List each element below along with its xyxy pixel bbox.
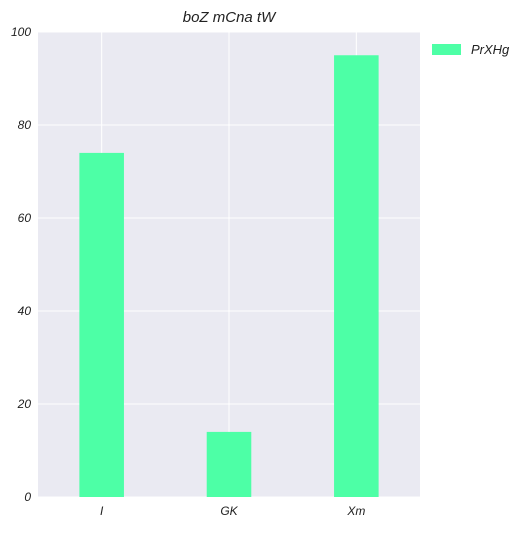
x-tick-label: Xm (346, 504, 365, 518)
bars (79, 55, 379, 497)
bar-GK (206, 431, 252, 497)
x-tick-label: GK (220, 504, 238, 518)
legend-label: PrXHg (471, 42, 510, 57)
legend: PrXHg (432, 42, 510, 57)
y-tick-label: 100 (11, 25, 31, 39)
x-axis-tick-labels: I GK Xm (100, 504, 365, 518)
y-tick-label: 60 (18, 211, 32, 225)
x-tick-label: I (100, 504, 104, 518)
bar-Xm (334, 55, 379, 497)
y-tick-label: 20 (17, 397, 32, 411)
y-tick-label: 80 (18, 118, 32, 132)
y-axis-tick-labels: 0 20 40 60 80 100 (11, 25, 31, 504)
chart-title: boZ mCna tW (183, 9, 277, 26)
bar-I (79, 152, 124, 497)
y-tick-label: 0 (24, 490, 31, 504)
y-tick-label: 40 (18, 304, 32, 318)
legend-swatch (432, 44, 461, 55)
